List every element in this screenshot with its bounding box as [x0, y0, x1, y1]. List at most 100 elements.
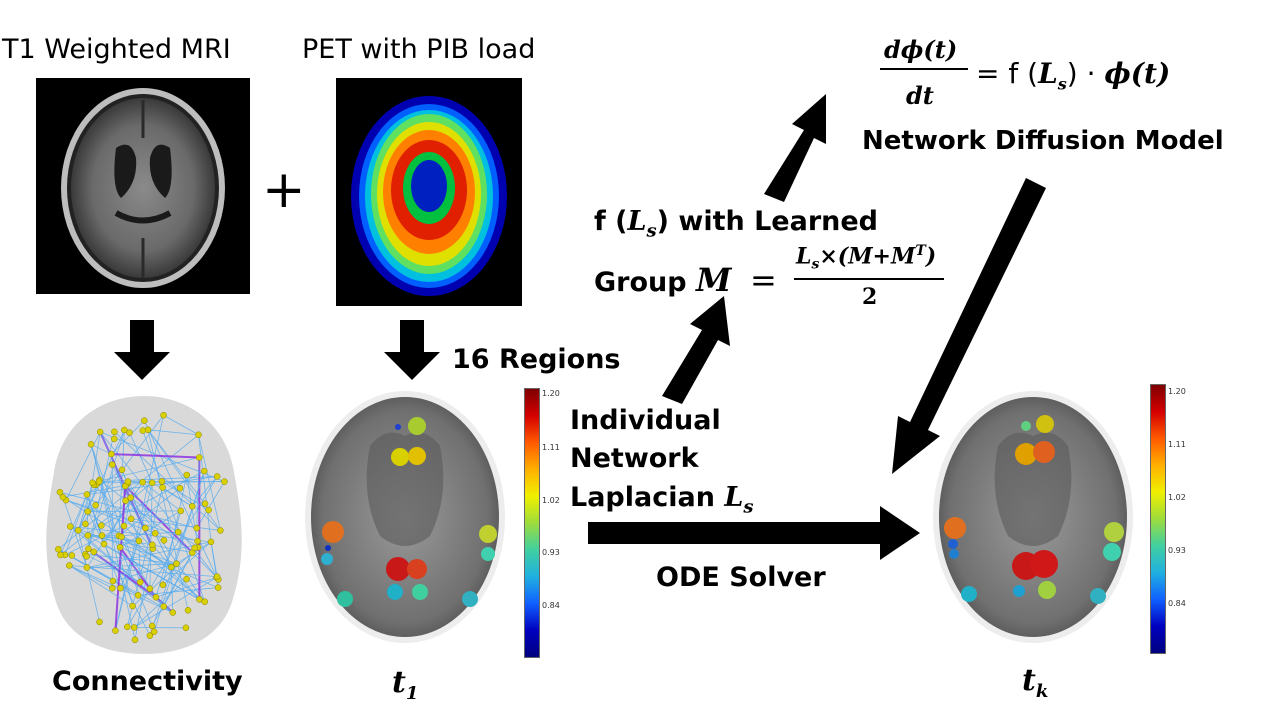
- mesh-edge: [99, 431, 217, 578]
- mesh-edge: [119, 510, 182, 548]
- mesh-node: [213, 573, 221, 580]
- ode-numerator: dϕ(t): [884, 35, 958, 64]
- mesh-edge: [152, 544, 200, 600]
- mesh-node: [96, 428, 104, 436]
- mesh-node: [109, 461, 116, 468]
- mesh-node: [109, 585, 116, 592]
- mesh-edge: [196, 457, 200, 529]
- mesh-edge: [64, 525, 125, 556]
- connectivity-label: Connectivity: [52, 666, 243, 697]
- mesh-node: [98, 522, 105, 529]
- ode-rhs: = f (Ls) · ϕ(t): [976, 57, 1171, 94]
- mesh-edge: [88, 548, 174, 613]
- mri-image: [36, 78, 250, 294]
- colorbar-tk-tick: 1.11: [1168, 440, 1186, 449]
- mesh-node: [127, 515, 135, 523]
- brain-map-tk: [928, 386, 1138, 648]
- mesh-node: [95, 478, 103, 485]
- mesh-edge: [99, 479, 193, 553]
- mesh-node: [213, 473, 221, 480]
- mesh-node: [83, 491, 91, 498]
- mesh-node: [109, 577, 117, 585]
- mesh-node: [188, 503, 196, 510]
- mesh-node: [184, 607, 192, 614]
- mesh-edge: [161, 481, 209, 511]
- mesh-edge: [85, 553, 141, 583]
- mesh-node: [66, 523, 74, 530]
- regions-label: 16 Regions: [452, 344, 621, 375]
- mesh-node: [118, 533, 125, 541]
- mesh-edge: [115, 482, 153, 631]
- mesh-node: [82, 520, 89, 528]
- mesh-edge: [69, 565, 218, 578]
- mesh-edge: [196, 481, 225, 529]
- mesh-node: [118, 466, 126, 474]
- mesh-node: [108, 450, 115, 458]
- mesh-edge: [92, 481, 225, 484]
- mesh-node: [100, 540, 108, 548]
- t1-mri-title: T1 Weighted MRI: [2, 34, 231, 65]
- mesh-node: [201, 598, 208, 605]
- mesh-node: [174, 528, 182, 536]
- mesh-edge: [65, 431, 101, 501]
- colorbar-tk: [1150, 384, 1166, 654]
- mesh-node: [83, 553, 90, 560]
- mesh-node: [196, 454, 203, 461]
- mesh-edge: [60, 494, 88, 556]
- mesh-node: [134, 592, 142, 599]
- individual-label-line2: Network: [570, 443, 699, 474]
- arrow-to-tk: [892, 178, 1046, 474]
- individual-label-line3: Laplacian Ls: [570, 482, 754, 518]
- mesh-node: [57, 551, 64, 559]
- mesh-edge: [77, 481, 100, 531]
- mesh-edge: [147, 429, 189, 611]
- mesh-node: [217, 527, 224, 534]
- mesh-node: [83, 564, 91, 571]
- mesh-node: [168, 563, 175, 571]
- individual-label-line1: Individual: [570, 405, 721, 436]
- mesh-node: [139, 427, 147, 434]
- mesh-node: [146, 585, 154, 592]
- colorbar-t1-tick: 0.93: [542, 548, 560, 557]
- mesh-edge: [64, 494, 88, 556]
- mesh-node: [160, 411, 167, 419]
- mesh-node: [176, 484, 184, 492]
- mesh-node: [142, 524, 149, 532]
- mesh-edge: [85, 553, 177, 565]
- plus-sign: +: [262, 160, 306, 220]
- mesh-edge: [90, 443, 112, 455]
- mesh-edge: [121, 536, 205, 603]
- mesh-node: [150, 628, 158, 635]
- mesh-edge: [114, 431, 221, 531]
- learned-group-label-line2: Group M: [594, 261, 732, 299]
- mesh-node: [111, 428, 118, 436]
- colorbar-tk-tick: 0.93: [1168, 546, 1186, 555]
- arrow-to-group-laplacian: [662, 296, 730, 404]
- group-equals: =: [750, 261, 777, 299]
- mesh-node: [124, 623, 131, 631]
- mesh-edge: [154, 533, 172, 568]
- colorbar-t1-tick: 1.11: [542, 443, 560, 452]
- mesh-edge: [147, 429, 221, 531]
- mesh-edge: [147, 429, 199, 436]
- mesh-node: [127, 494, 134, 501]
- mesh-edge: [120, 540, 140, 589]
- mesh-edge: [90, 444, 134, 607]
- arrow-to-diffusion-model: [764, 94, 826, 202]
- mesh-edge: [198, 434, 221, 531]
- colorbar-t1-tick: 0.84: [542, 601, 560, 610]
- mesh-node: [201, 500, 209, 507]
- mesh-node: [89, 479, 96, 487]
- mesh-edge: [118, 487, 181, 537]
- mesh-edge: [130, 497, 206, 602]
- mesh-node: [151, 530, 159, 537]
- mesh-edge: [163, 552, 193, 607]
- ode-solver-arrow: [588, 506, 920, 560]
- mesh-edge: [88, 429, 125, 549]
- colorbar-tk-tick: 1.02: [1168, 493, 1186, 502]
- mesh-node: [148, 622, 156, 630]
- mesh-edge: [99, 476, 218, 483]
- mesh-edge: [95, 414, 164, 506]
- mesh-node: [146, 632, 154, 639]
- mesh-edge: [133, 577, 217, 628]
